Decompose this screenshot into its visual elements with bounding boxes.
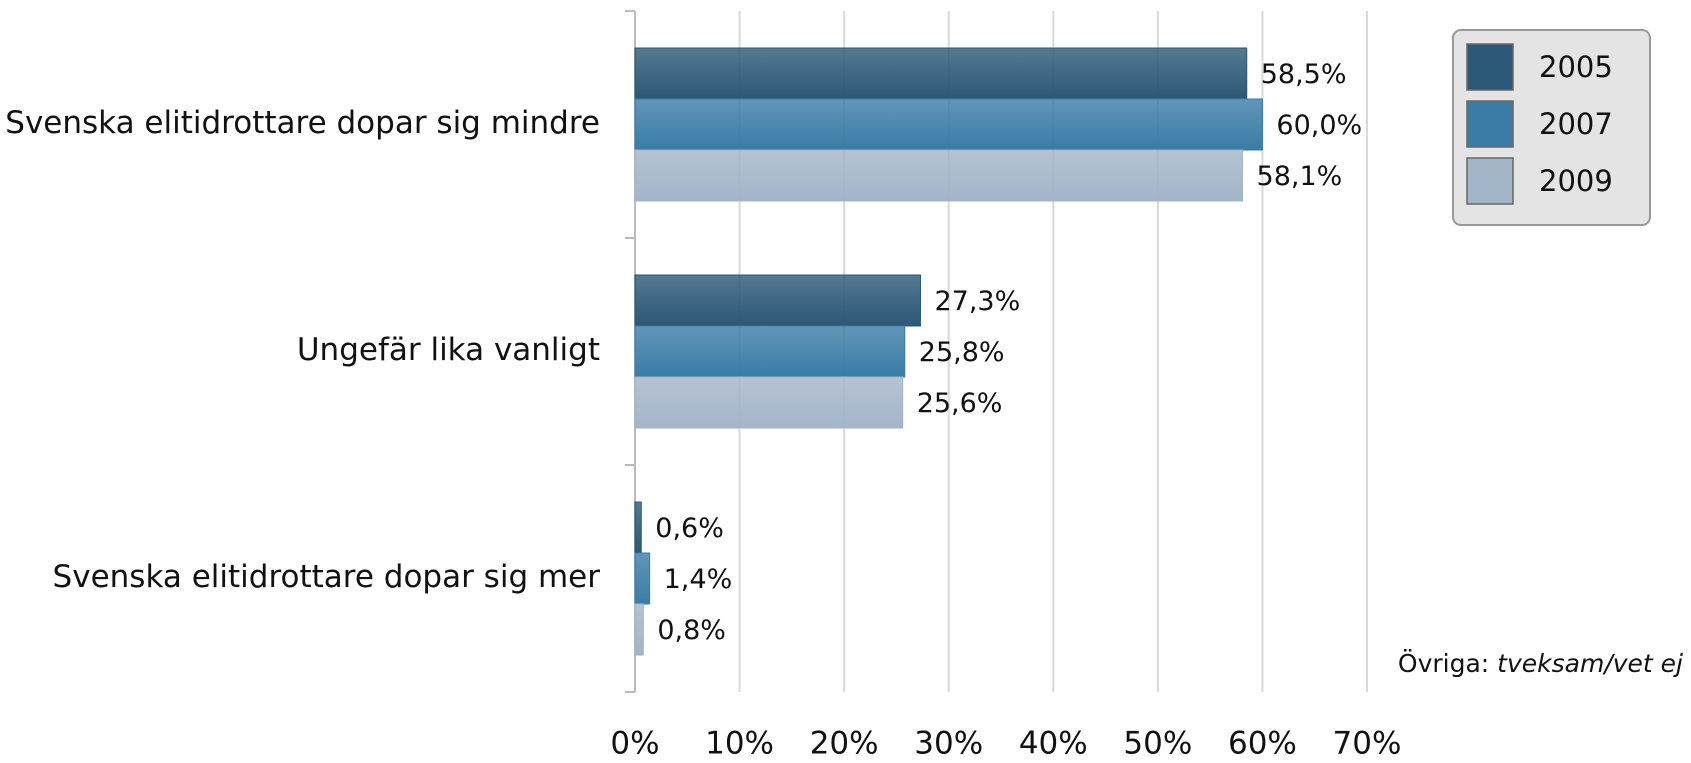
x-tick-label: 30% (914, 726, 983, 762)
legend-label: 2007 (1539, 107, 1613, 141)
data-label: 25,6% (917, 388, 1003, 419)
data-label: 0,6% (655, 513, 724, 544)
annotation-label: Övriga: (1398, 649, 1489, 678)
bar (634, 376, 904, 429)
legend-swatch (1466, 157, 1514, 205)
legend-swatch (1466, 100, 1514, 148)
x-tick-label: 20% (810, 726, 879, 762)
bar (634, 603, 644, 656)
bar (634, 274, 921, 327)
x-tick-label: 0% (610, 726, 659, 762)
x-tick-label: 10% (705, 726, 774, 762)
bar (634, 501, 642, 554)
bar (634, 552, 651, 605)
y-tick-label: Svenska elitidrottare dopar sig mindre (5, 105, 600, 141)
bar (634, 149, 1244, 202)
data-label: 0,8% (657, 615, 726, 646)
data-label: 58,5% (1261, 59, 1347, 90)
x-tick-label: 60% (1228, 726, 1297, 762)
data-label: 25,8% (919, 337, 1005, 368)
x-tick-label: 70% (1333, 726, 1402, 762)
y-tick-label: Svenska elitidrottare dopar sig mer (53, 559, 601, 595)
x-tick-label: 40% (1019, 726, 1088, 762)
legend-label: 2009 (1539, 164, 1613, 198)
bar (634, 98, 1263, 151)
data-label: 27,3% (934, 286, 1020, 317)
data-label: 60,0% (1276, 110, 1362, 141)
data-label: 58,1% (1257, 161, 1343, 192)
annotation: Övriga: tveksam/vet ej (1398, 649, 1683, 678)
legend-label: 2005 (1539, 50, 1613, 84)
y-tick-label: Ungefär lika vanligt (297, 332, 600, 368)
x-tick-label: 50% (1123, 726, 1192, 762)
annotation-text: tveksam/vet ej (1497, 649, 1683, 678)
bar (634, 47, 1248, 100)
legend-swatch (1466, 43, 1514, 91)
bar (634, 325, 906, 378)
data-label: 1,4% (664, 564, 733, 595)
